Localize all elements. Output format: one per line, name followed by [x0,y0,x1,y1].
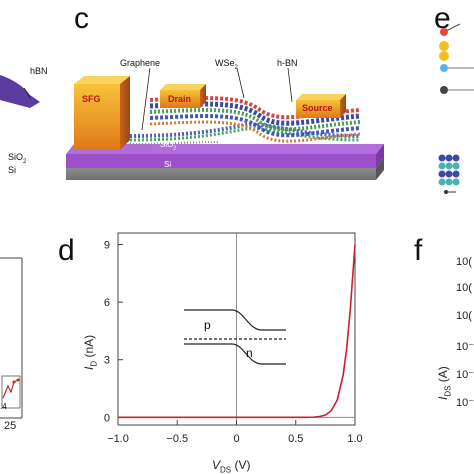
y-tick-label: 0 [104,412,110,424]
x-axis-label: VDS (V) [212,458,251,474]
device-schematic [66,67,384,180]
source-electrode [296,94,346,118]
wse2-label: WSe2 [215,58,238,71]
inset-conduction-band [184,309,286,331]
x-tick-label: 1.0 [347,433,362,445]
atom-yellow-icon-2 [439,51,449,61]
f-tick-5: 10⁻ [456,397,474,409]
left-si-label: Si [8,165,17,175]
f-tick-0: 10( [456,256,472,268]
f-tick-2: 10( [456,310,472,322]
hbn-bottom-layer [129,122,361,142]
y-tick-label: 9 [104,240,110,252]
x-tick-label: −0.5 [166,433,188,445]
sio2-label: SiO2 [160,140,177,152]
atom-yellow-icon [439,41,449,51]
drain-electrode [160,84,206,108]
x-tick-label: −1.0 [107,433,129,445]
panel-letter-e: e [434,2,451,35]
panel-letter-c: c [74,2,89,35]
inset-valence-band [184,343,286,365]
inset-p-label: p [204,318,211,332]
left-device-fragment [0,75,40,108]
source-label: Source [302,103,333,113]
ids-axis-label: IDS (A) [436,366,453,400]
f-tick-4: 10⁻ [456,369,474,381]
graphene-label: Graphene [120,58,161,68]
sfg-electrode [74,76,130,150]
inset-n-label: n [246,346,253,360]
atom-black-icon [440,86,448,94]
iv-curve-line [118,244,356,419]
y-axis-label: ID (nA) [82,334,99,370]
drain-label: Drain [168,94,192,104]
graphene-sheet [129,141,221,145]
f-tick-1: 10( [456,282,472,294]
y-tick-label: 3 [104,355,110,367]
panel-letter-d: d [58,234,75,267]
left-plot-fragment [0,257,23,419]
left-hbn-label: hBN [30,66,48,76]
panel-letter-f: f [414,234,423,267]
f-tick-3: 10⁻ [456,341,474,353]
x-tick-label: 0.5 [288,433,303,445]
sfg-label: SFG [82,94,101,104]
left-tick-25: 25 [4,420,17,432]
left-tick-4: .4 [0,402,7,411]
atom-red-icon [440,28,448,36]
atom-blue-icon [440,64,448,72]
left-sio2-label: SiO2 [8,152,27,165]
y-tick-label: 6 [104,297,110,309]
x-tick-label: 0 [233,433,239,445]
layered-crystal-icon [438,154,460,194]
si-label: Si [164,160,172,169]
hbn-label: h-BN [277,58,298,68]
legend-atoms-fragment [438,23,474,194]
